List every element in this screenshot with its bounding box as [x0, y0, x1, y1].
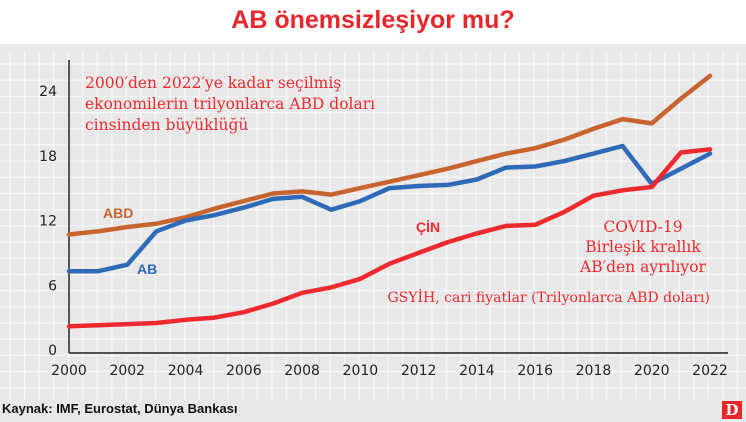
y-unit-note: GSYİH, cari fiyatlar (Trilyonlarca ABD d… [387, 288, 710, 306]
x-tick-label: 2006 [226, 363, 262, 379]
x-tick-label: 2012 [401, 363, 437, 379]
annotation-line: AB′den ayrılıyor [579, 258, 706, 276]
x-tick-label: 2016 [517, 363, 553, 379]
x-tick-label: 2008 [284, 363, 320, 379]
y-tick-label: 24 [39, 84, 57, 100]
subtitle-line: 2000′den 2022′ye kadar seçilmiş [85, 74, 341, 92]
x-tick-label: 2000 [51, 363, 87, 379]
series-line-abd [66, 73, 713, 237]
y-tick-label: 12 [39, 214, 57, 230]
x-tick-label: 2010 [343, 363, 379, 379]
y-tick-label: 0 [48, 343, 57, 359]
subtitle-line: cinsinden büyüklüğü [85, 116, 248, 134]
series-label: ÇİN [416, 219, 440, 235]
series-line-ab [66, 143, 713, 274]
series-line-çi̇n [66, 147, 713, 329]
annotation-line: Birleşik krallık [585, 238, 701, 256]
series-label: ABD [103, 205, 133, 221]
x-tick-label: 2022 [692, 363, 728, 379]
subtitle-line: ekonomilerin trilyonlarca ABD doları [85, 95, 375, 113]
annotation-line: COVID-19 [603, 218, 682, 236]
y-tick-label: 18 [39, 149, 57, 165]
y-tick-label: 6 [48, 278, 57, 294]
series-label: AB [137, 261, 157, 277]
x-tick-label: 2002 [109, 363, 145, 379]
x-tick-label: 2020 [634, 363, 670, 379]
x-tick-label: 2004 [168, 363, 204, 379]
publisher-logo: D [722, 401, 742, 419]
x-tick-label: 2018 [576, 363, 612, 379]
source-note: Kaynak: IMF, Eurostat, Dünya Bankası [2, 401, 238, 416]
x-tick-label: 2014 [459, 363, 495, 379]
chart-title: AB önemsizleşiyor mu? [0, 0, 746, 44]
